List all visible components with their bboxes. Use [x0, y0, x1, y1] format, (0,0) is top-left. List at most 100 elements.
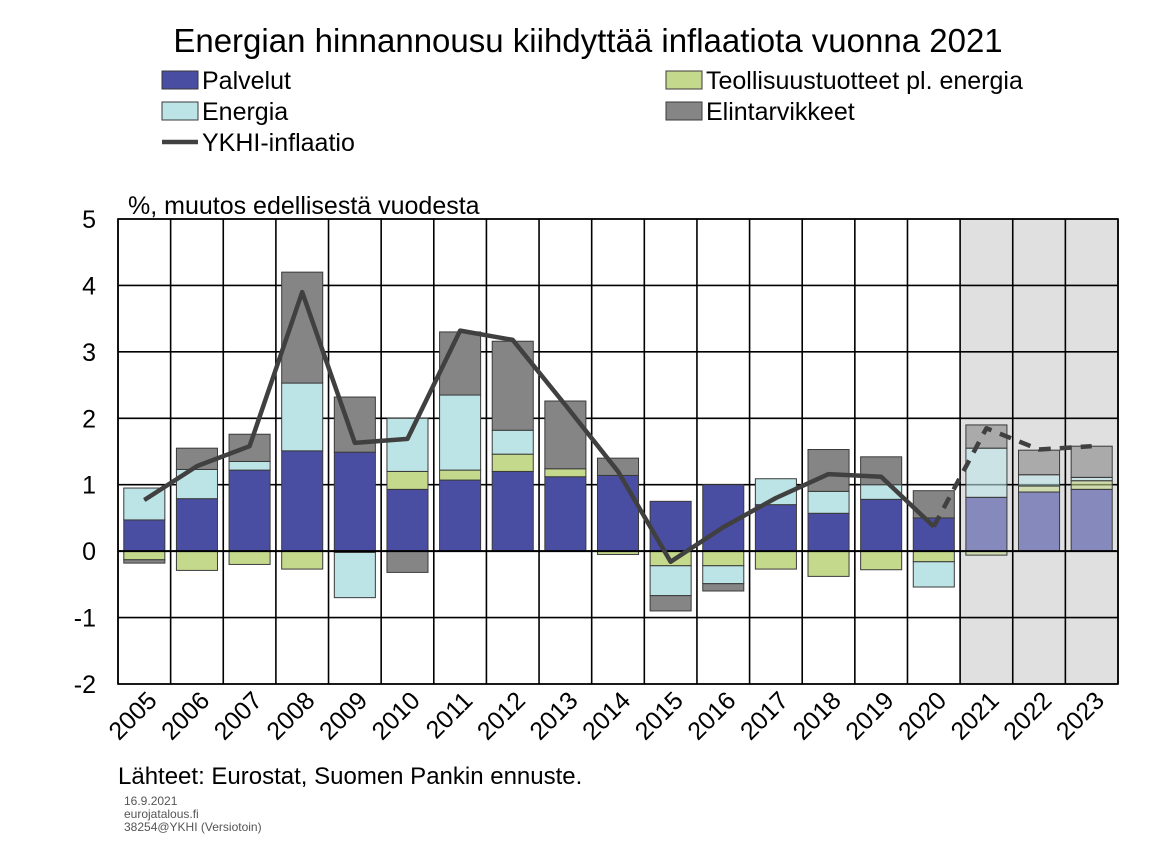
bar-teollisuustuotteet-pl-energia-2017: [754, 550, 797, 570]
legend-swatch-energia: [161, 101, 199, 121]
bar-elintarvikkeet-2010: [386, 550, 429, 573]
point-ykhi-inflaatio-2021: [985, 427, 987, 429]
point-ykhi-inflaatio-2017: [775, 497, 777, 499]
legend-swatch-palvelut: [161, 70, 199, 90]
legend-label-ykhi-inflaatio: YKHI-inflaatio: [202, 129, 355, 157]
bar-elintarvikkeet-2019: [860, 456, 903, 486]
bar-teollisuustuotteet-pl-energia-2010: [386, 470, 429, 490]
bar-energia-2007: [228, 460, 271, 471]
series-ykhi-inflaatio: [143, 289, 1093, 565]
bar-palvelut-2007: [228, 469, 271, 552]
bar-palvelut-2015: [649, 500, 692, 552]
bar-palvelut-2018: [807, 512, 850, 552]
x-tick-label: 2008: [261, 686, 320, 745]
bar-palvelut-2010: [386, 488, 429, 552]
point-ykhi-inflaatio-2023: [1091, 445, 1093, 447]
bar-palvelut-2009: [333, 451, 376, 552]
bar-palvelut-2013: [544, 476, 587, 552]
x-tick-label: 2018: [788, 686, 847, 745]
source-note: Lähteet: Eurostat, Suomen Pankin ennuste…: [118, 763, 582, 790]
x-tick-label: 2011: [421, 686, 479, 744]
point-ykhi-inflaatio-2019: [880, 476, 882, 478]
y-axis-label: %, muutos edellisestä vuodesta: [128, 192, 480, 220]
point-ykhi-inflaatio-2008: [301, 291, 303, 293]
y-tick-label: 0: [82, 538, 96, 566]
footer-line: 38254@YKHI (Versiotoin): [124, 820, 262, 834]
bar-palvelut-2012: [491, 470, 534, 552]
legend-label-elintarvikkeet: Elintarvikkeet: [706, 98, 855, 126]
bar-palvelut-2022: [1018, 491, 1061, 552]
plot-frame: [117, 218, 1119, 685]
line-ykhi-inflaatio: [143, 289, 936, 565]
bar-energia-2012: [491, 429, 534, 455]
x-tick-label: 2016: [682, 686, 741, 745]
x-tick-label: 2013: [524, 686, 583, 745]
line-ykhi-inflaatio-forecast: [931, 426, 1092, 528]
point-ykhi-inflaatio-2020: [933, 526, 935, 528]
bar-elintarvikkeet-2016: [702, 583, 745, 592]
y-tick-label: 2: [82, 405, 96, 433]
x-tick-label: 2009: [314, 686, 373, 745]
series-elintarvikkeet: [123, 271, 1113, 612]
footer-line: 16.9.2021: [124, 794, 178, 808]
bar-teollisuustuotteet-pl-energia-2022: [1018, 485, 1061, 493]
y-tick-label: -1: [74, 605, 96, 633]
bar-palvelut-2021: [965, 496, 1008, 552]
point-ykhi-inflaatio-2007: [249, 445, 251, 447]
bar-elintarvikkeet-2015: [649, 595, 692, 612]
bar-teollisuustuotteet-pl-energia-2018: [807, 550, 850, 577]
legend-label-palvelut: Palvelut: [202, 67, 291, 95]
point-ykhi-inflaatio-2016: [722, 526, 724, 528]
y-tick-label: 1: [82, 472, 96, 500]
bar-energia-2011: [439, 394, 482, 471]
point-ykhi-inflaatio-2010: [406, 438, 408, 440]
bar-energia-2008: [281, 382, 324, 452]
plot-area: 543210-1-2200520062007200820092010201120…: [74, 206, 1119, 746]
bar-teollisuustuotteet-pl-energia-2016: [702, 550, 745, 567]
point-ykhi-inflaatio-2022: [1038, 449, 1040, 451]
bar-elintarvikkeet-2018: [807, 449, 850, 492]
bar-energia-2009: [333, 551, 376, 599]
x-tick-label: 2020: [893, 686, 952, 745]
series-energia: [123, 382, 1113, 599]
point-ykhi-inflaatio-2013: [564, 404, 566, 406]
point-ykhi-inflaatio-2006: [196, 465, 198, 467]
bar-palvelut-2023: [1070, 488, 1113, 552]
legend-label-teollisuustuotteet-pl-energia: Teollisuustuotteet pl. energia: [706, 67, 1023, 95]
point-ykhi-inflaatio-2018: [828, 473, 830, 475]
bar-palvelut-2006: [175, 498, 218, 552]
bar-energia-2010: [386, 417, 429, 472]
y-tick-label: -2: [74, 671, 96, 699]
x-tick-label: 2012: [472, 686, 531, 745]
bar-elintarvikkeet-2005: [123, 559, 166, 564]
x-tick-label: 2022: [998, 686, 1057, 745]
bar-palvelut-2008: [281, 450, 324, 552]
bar-teollisuustuotteet-pl-energia-2006: [175, 550, 218, 571]
bar-palvelut-2011: [439, 479, 482, 552]
legend-swatch-teollisuustuotteet-pl-energia: [665, 70, 703, 90]
legend-label-energia: Energia: [202, 98, 288, 126]
bar-elintarvikkeet-2013: [544, 400, 587, 470]
x-tick-label: 2010: [367, 686, 426, 745]
x-tick-label: 2006: [156, 686, 215, 745]
x-tick-label: 2021: [946, 686, 1005, 745]
bar-teollisuustuotteet-pl-energia-2005: [123, 550, 166, 561]
bar-elintarvikkeet-2022: [1018, 449, 1061, 476]
x-tick-label: 2005: [103, 686, 162, 745]
y-tick-label: 4: [82, 272, 96, 300]
point-ykhi-inflaatio-2015: [670, 561, 672, 563]
bar-energia-2020: [912, 561, 955, 588]
point-ykhi-inflaatio-2009: [354, 442, 356, 444]
point-ykhi-inflaatio-2014: [617, 470, 619, 472]
chart-title: Energian hinnannousu kiihdyttää inflaati…: [173, 22, 1002, 59]
bar-palvelut-2014: [596, 474, 640, 552]
x-tick-label: 2014: [577, 686, 636, 745]
bar-elintarvikkeet-2023: [1070, 445, 1113, 478]
bar-teollisuustuotteet-pl-energia-2012: [491, 453, 534, 472]
bar-energia-2021: [965, 447, 1008, 498]
bar-teollisuustuotteet-pl-energia-2019: [860, 550, 903, 571]
chart-legend: Palvelut Teollisuustuotteet pl. energia En…: [161, 67, 1023, 157]
point-ykhi-inflaatio-2011: [459, 330, 461, 332]
